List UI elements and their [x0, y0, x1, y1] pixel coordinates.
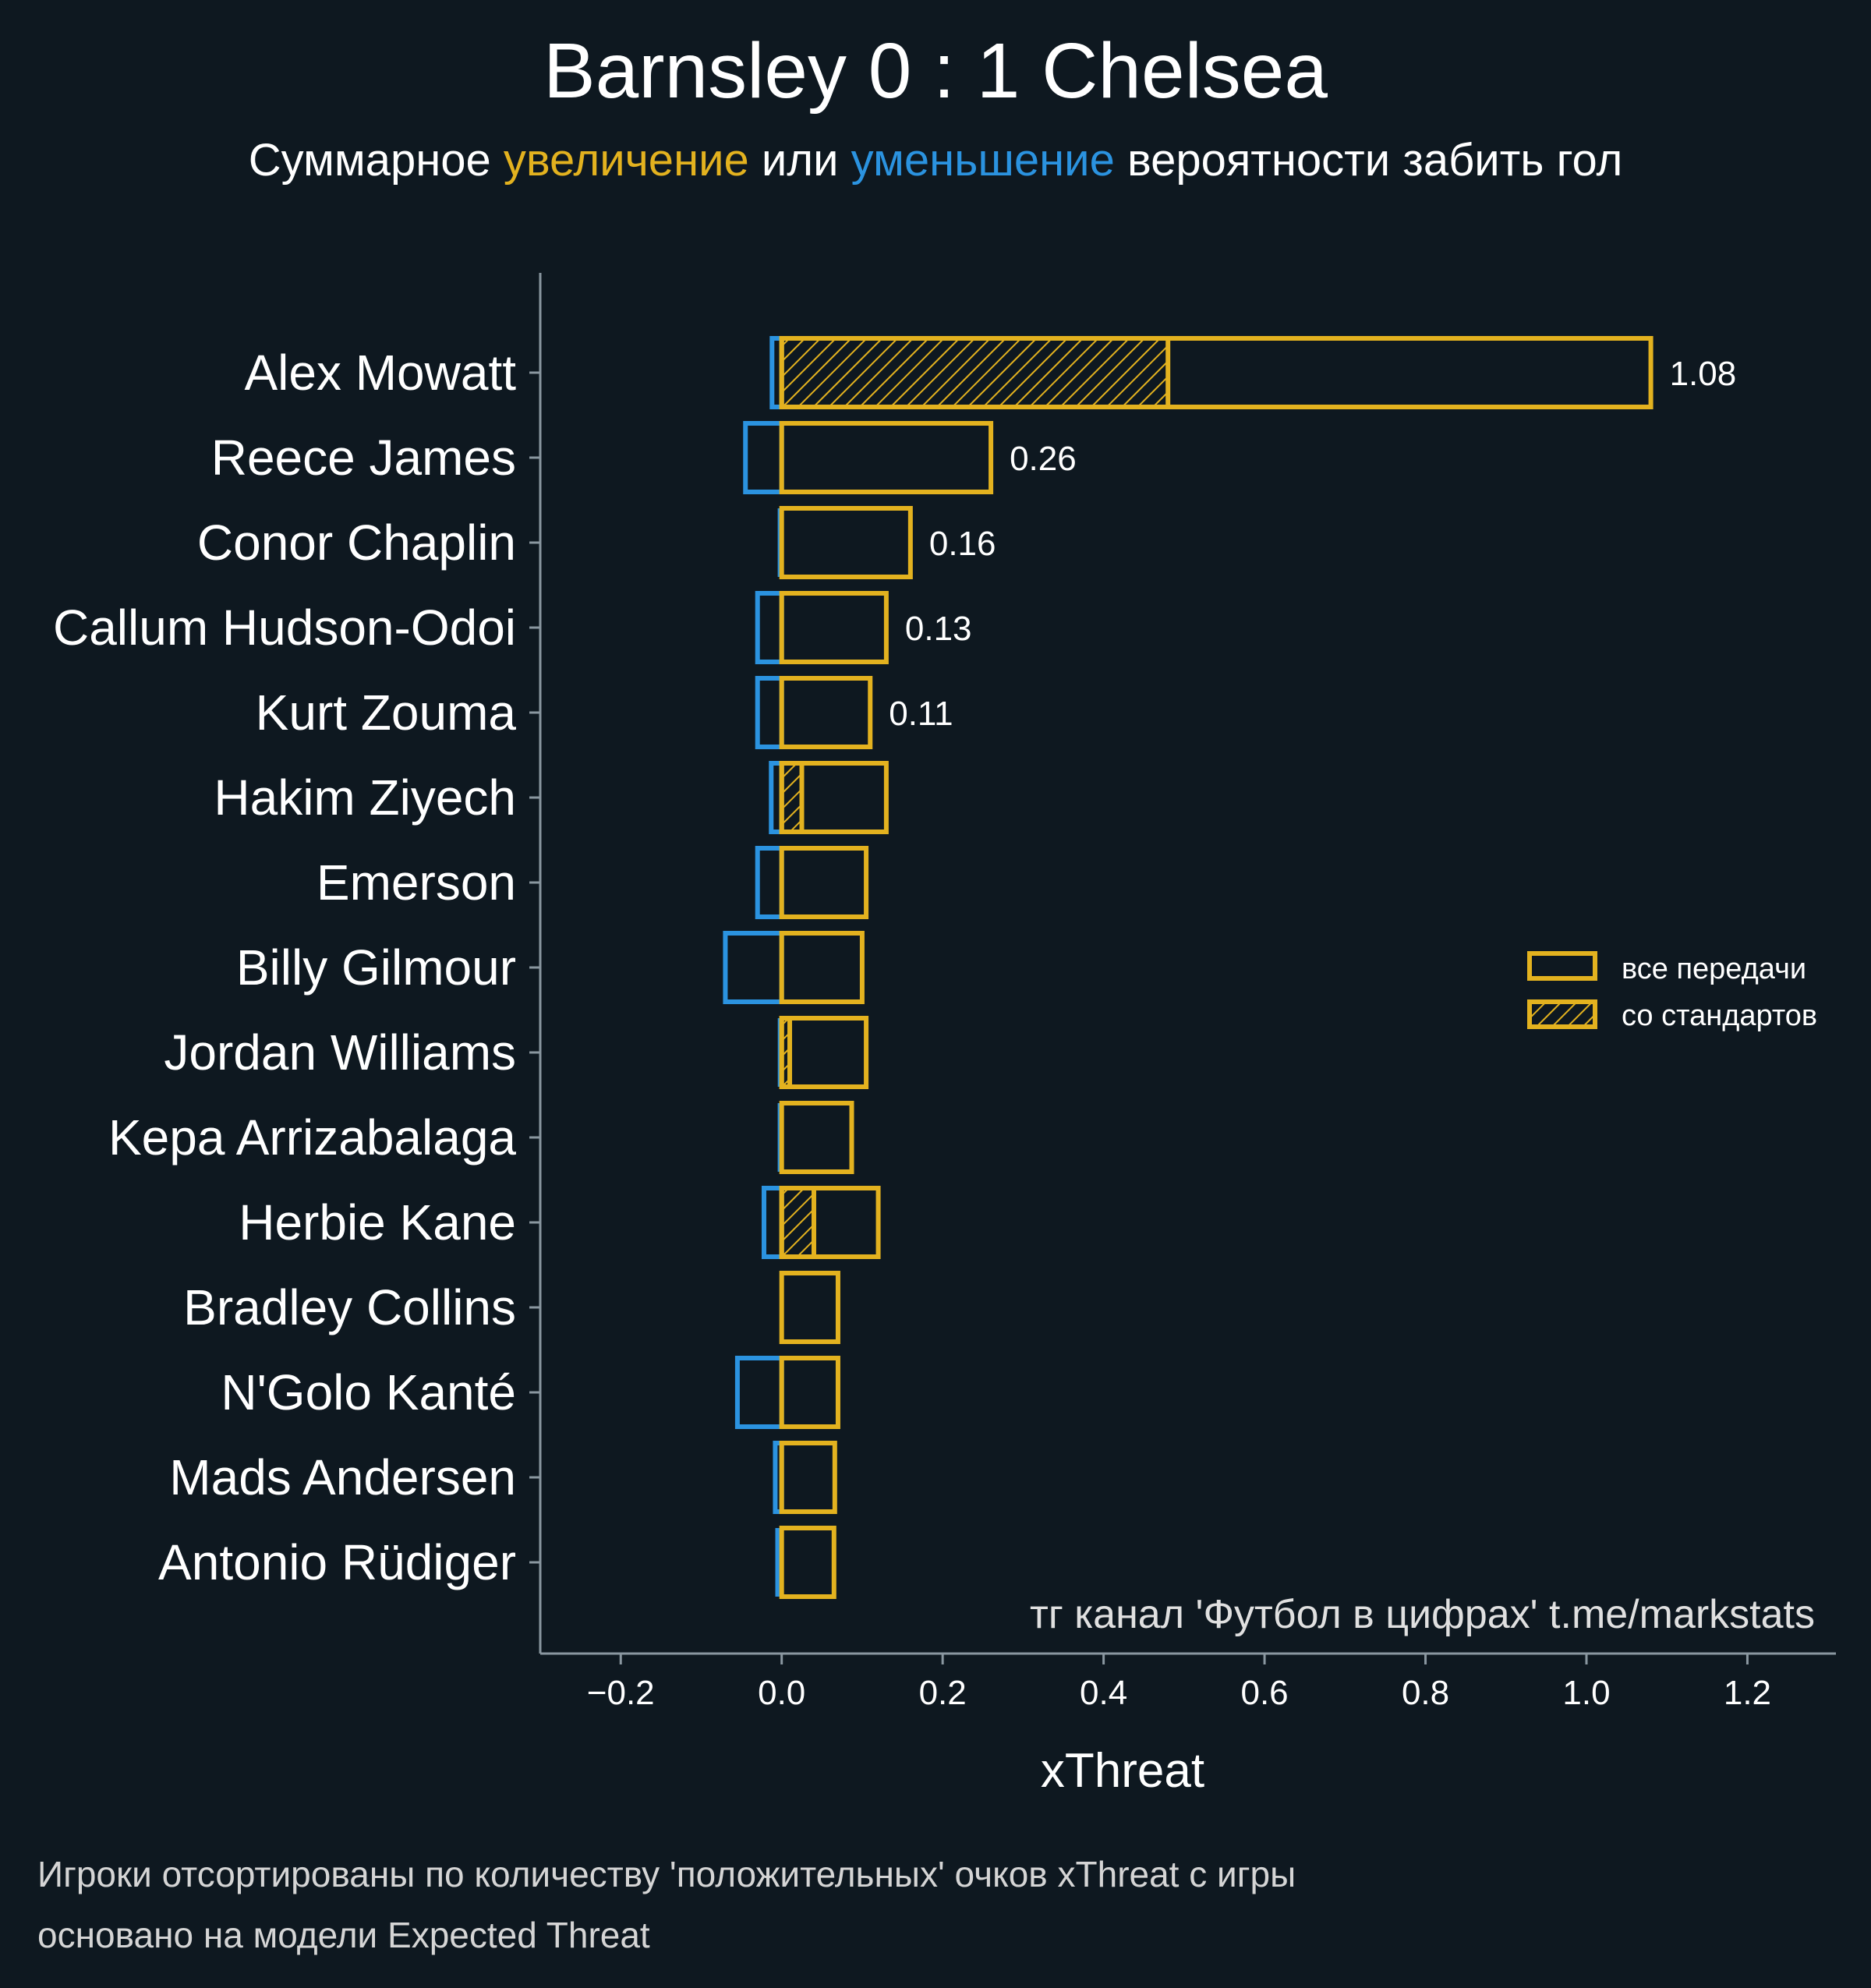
plot-area: Alex Mowatt 1.08 Reece James 0.26 Conor Chap… [53, 336, 1771, 1712]
value-label: 0.16 [929, 525, 996, 563]
decrease-bar [723, 931, 784, 1004]
set-pieces-bar [779, 1016, 793, 1089]
player-label: Hakim Ziyech [214, 769, 516, 826]
decrease-bar [777, 508, 780, 577]
footnote-line-1: Игроки отсортированы по количеству 'поло… [37, 1854, 1296, 1894]
legend-swatch-all-passes [1527, 951, 1597, 981]
player-label: Herbie Kane [239, 1194, 516, 1250]
set-pieces-bar [779, 336, 1171, 409]
player-label: Jordan Williams [164, 1024, 516, 1081]
decrease-bar [761, 1186, 784, 1259]
player-label: Kepa Arrizabalaga [108, 1109, 516, 1166]
chart-subtitle: Суммарное увеличение или уменьшение веро… [249, 135, 1623, 186]
subtitle-decrease: уменьшение [851, 135, 1115, 186]
player-label: Reece James [211, 430, 516, 486]
all-passes-bar [779, 1441, 837, 1514]
player-label: Mads Andersen [169, 1449, 516, 1505]
value-label: 1.08 [1670, 355, 1737, 393]
x-tick-label: 0.4 [1080, 1674, 1127, 1712]
footnote-line-2: основано на модели Expected Threat [37, 1915, 650, 1955]
decrease-bar [777, 1103, 780, 1172]
chart-title: Barnsley 0 : 1 Chelsea [543, 27, 1328, 115]
player-label: Conor Chaplin [197, 515, 516, 571]
x-tick-label: 0.0 [758, 1674, 805, 1712]
player-label: Billy Gilmour [236, 939, 516, 996]
decrease-bar [777, 1018, 780, 1087]
all-passes-bar [779, 1016, 869, 1089]
decrease-bar [775, 1528, 780, 1597]
x-tick-label: 0.6 [1240, 1674, 1288, 1712]
player-label: Bradley Collins [183, 1279, 516, 1335]
x-tick-label: 1.0 [1562, 1674, 1610, 1712]
value-label: 0.11 [889, 695, 953, 733]
all-passes-bar [779, 506, 913, 579]
subtitle-increase: увеличение [504, 135, 749, 186]
legend: все передачи со стандартов [1527, 951, 1817, 1032]
set-pieces-bar [779, 761, 805, 834]
x-tick-label: 1.2 [1724, 1674, 1771, 1712]
watermark: тг канал 'Футбол в цифрах' t.me/markstat… [1030, 1592, 1815, 1637]
subtitle-part-1: Суммарное [249, 135, 504, 186]
all-passes-bar [779, 1101, 854, 1174]
value-label: 0.26 [1010, 440, 1077, 478]
x-tick-label: −0.2 [587, 1674, 655, 1712]
legend-swatch-set-pieces [1527, 999, 1597, 1029]
legend-label-all-passes: все передачи [1622, 953, 1806, 985]
player-label: Alex Mowatt [244, 345, 516, 401]
all-passes-bar [779, 846, 869, 919]
set-pieces-bar [779, 1186, 816, 1259]
all-passes-bar [779, 1271, 840, 1344]
all-passes-bar [779, 676, 873, 749]
subtitle-part-2: или [749, 135, 851, 186]
all-passes-bar [779, 931, 865, 1004]
all-passes-bar [779, 1526, 836, 1599]
player-label: Callum Hudson-Odoi [53, 600, 516, 656]
subtitle-part-3: вероятности забить гол [1115, 135, 1622, 186]
decrease-bar [755, 591, 784, 664]
x-tick-label: 0.8 [1402, 1674, 1449, 1712]
legend-label-set-pieces: со стандартов [1622, 999, 1817, 1032]
player-label: Kurt Zouma [256, 684, 517, 741]
all-passes-bar [779, 421, 994, 494]
player-label: Emerson [317, 854, 516, 911]
value-label: 0.13 [905, 610, 972, 648]
x-axis-label: xThreat [1041, 1744, 1204, 1798]
decrease-bar [755, 846, 784, 919]
all-passes-bar [779, 1356, 840, 1429]
player-label: Antonio Rüdiger [158, 1534, 516, 1590]
decrease-bar [743, 421, 784, 494]
decrease-bar [755, 676, 784, 749]
player-label: N'Golo Kanté [221, 1364, 516, 1420]
decrease-bar [734, 1356, 784, 1429]
all-passes-bar [779, 591, 889, 664]
x-tick-label: 0.2 [919, 1674, 967, 1712]
